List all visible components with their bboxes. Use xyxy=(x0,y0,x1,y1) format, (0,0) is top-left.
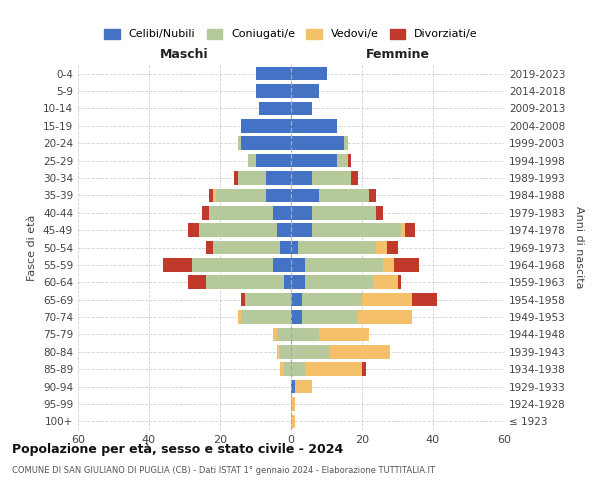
Bar xyxy=(362,293,412,306)
Bar xyxy=(291,154,337,168)
Bar xyxy=(313,206,376,220)
Bar xyxy=(280,240,291,254)
Bar xyxy=(266,188,291,202)
Bar xyxy=(291,224,313,237)
Bar xyxy=(291,171,313,185)
Bar xyxy=(206,276,284,289)
Bar xyxy=(319,188,369,202)
Bar xyxy=(291,206,313,220)
Bar xyxy=(248,154,256,168)
Bar xyxy=(362,362,365,376)
Bar xyxy=(256,84,291,98)
Bar xyxy=(404,224,415,237)
Bar xyxy=(206,240,213,254)
Bar xyxy=(259,102,291,115)
Bar xyxy=(188,224,199,237)
Bar xyxy=(238,171,266,185)
Bar xyxy=(305,258,383,272)
Bar xyxy=(291,345,330,358)
Bar xyxy=(213,188,217,202)
Bar xyxy=(337,154,348,168)
Bar xyxy=(238,136,241,150)
Bar xyxy=(387,240,398,254)
Bar xyxy=(256,67,291,80)
Bar xyxy=(291,240,298,254)
Bar xyxy=(202,206,209,220)
Bar xyxy=(241,310,291,324)
Bar xyxy=(256,154,291,168)
Bar xyxy=(209,206,273,220)
Bar xyxy=(376,206,383,220)
Bar xyxy=(291,328,319,341)
Y-axis label: Anni di nascita: Anni di nascita xyxy=(574,206,584,289)
Bar xyxy=(277,345,280,358)
Bar xyxy=(291,258,305,272)
Bar xyxy=(291,119,337,132)
Bar xyxy=(291,397,295,410)
Bar xyxy=(305,362,362,376)
Bar xyxy=(291,276,305,289)
Bar xyxy=(302,310,358,324)
Bar xyxy=(352,171,358,185)
Bar xyxy=(313,224,401,237)
Bar xyxy=(284,276,291,289)
Text: Maschi: Maschi xyxy=(160,48,209,62)
Bar xyxy=(330,345,391,358)
Bar xyxy=(280,345,291,358)
Bar xyxy=(291,67,326,80)
Bar xyxy=(398,276,401,289)
Y-axis label: Fasce di età: Fasce di età xyxy=(28,214,37,280)
Bar xyxy=(273,258,291,272)
Bar xyxy=(191,258,273,272)
Bar xyxy=(238,310,241,324)
Bar xyxy=(302,293,362,306)
Bar xyxy=(241,293,245,306)
Bar xyxy=(266,171,291,185)
Bar xyxy=(291,414,295,428)
Bar xyxy=(295,380,313,394)
Bar xyxy=(291,362,305,376)
Bar xyxy=(209,188,213,202)
Bar xyxy=(280,362,284,376)
Bar xyxy=(199,224,277,237)
Bar xyxy=(369,188,376,202)
Text: Femmine: Femmine xyxy=(365,48,430,62)
Bar xyxy=(291,310,302,324)
Bar xyxy=(344,136,348,150)
Bar xyxy=(394,258,419,272)
Bar xyxy=(273,328,277,341)
Bar xyxy=(383,258,394,272)
Bar xyxy=(273,206,291,220)
Bar xyxy=(291,84,319,98)
Bar xyxy=(412,293,437,306)
Bar xyxy=(234,171,238,185)
Bar xyxy=(358,310,412,324)
Bar xyxy=(373,276,398,289)
Bar xyxy=(163,258,191,272)
Legend: Celibi/Nubili, Coniugati/e, Vedovi/e, Divorziati/e: Celibi/Nubili, Coniugati/e, Vedovi/e, Di… xyxy=(104,28,478,40)
Bar xyxy=(313,171,352,185)
Bar xyxy=(291,136,344,150)
Bar xyxy=(245,293,291,306)
Bar xyxy=(319,328,369,341)
Bar xyxy=(241,136,291,150)
Bar xyxy=(348,154,352,168)
Bar xyxy=(298,240,376,254)
Bar xyxy=(305,276,373,289)
Bar xyxy=(277,224,291,237)
Bar xyxy=(217,188,266,202)
Bar xyxy=(284,362,291,376)
Bar xyxy=(291,380,295,394)
Bar xyxy=(277,328,291,341)
Bar xyxy=(213,240,280,254)
Bar xyxy=(291,293,302,306)
Bar xyxy=(291,102,313,115)
Bar xyxy=(188,276,206,289)
Bar xyxy=(376,240,387,254)
Bar xyxy=(401,224,404,237)
Text: COMUNE DI SAN GIULIANO DI PUGLIA (CB) - Dati ISTAT 1° gennaio 2024 - Elaborazion: COMUNE DI SAN GIULIANO DI PUGLIA (CB) - … xyxy=(12,466,435,475)
Bar xyxy=(291,188,319,202)
Bar xyxy=(241,119,291,132)
Text: Popolazione per età, sesso e stato civile - 2024: Popolazione per età, sesso e stato civil… xyxy=(12,442,343,456)
